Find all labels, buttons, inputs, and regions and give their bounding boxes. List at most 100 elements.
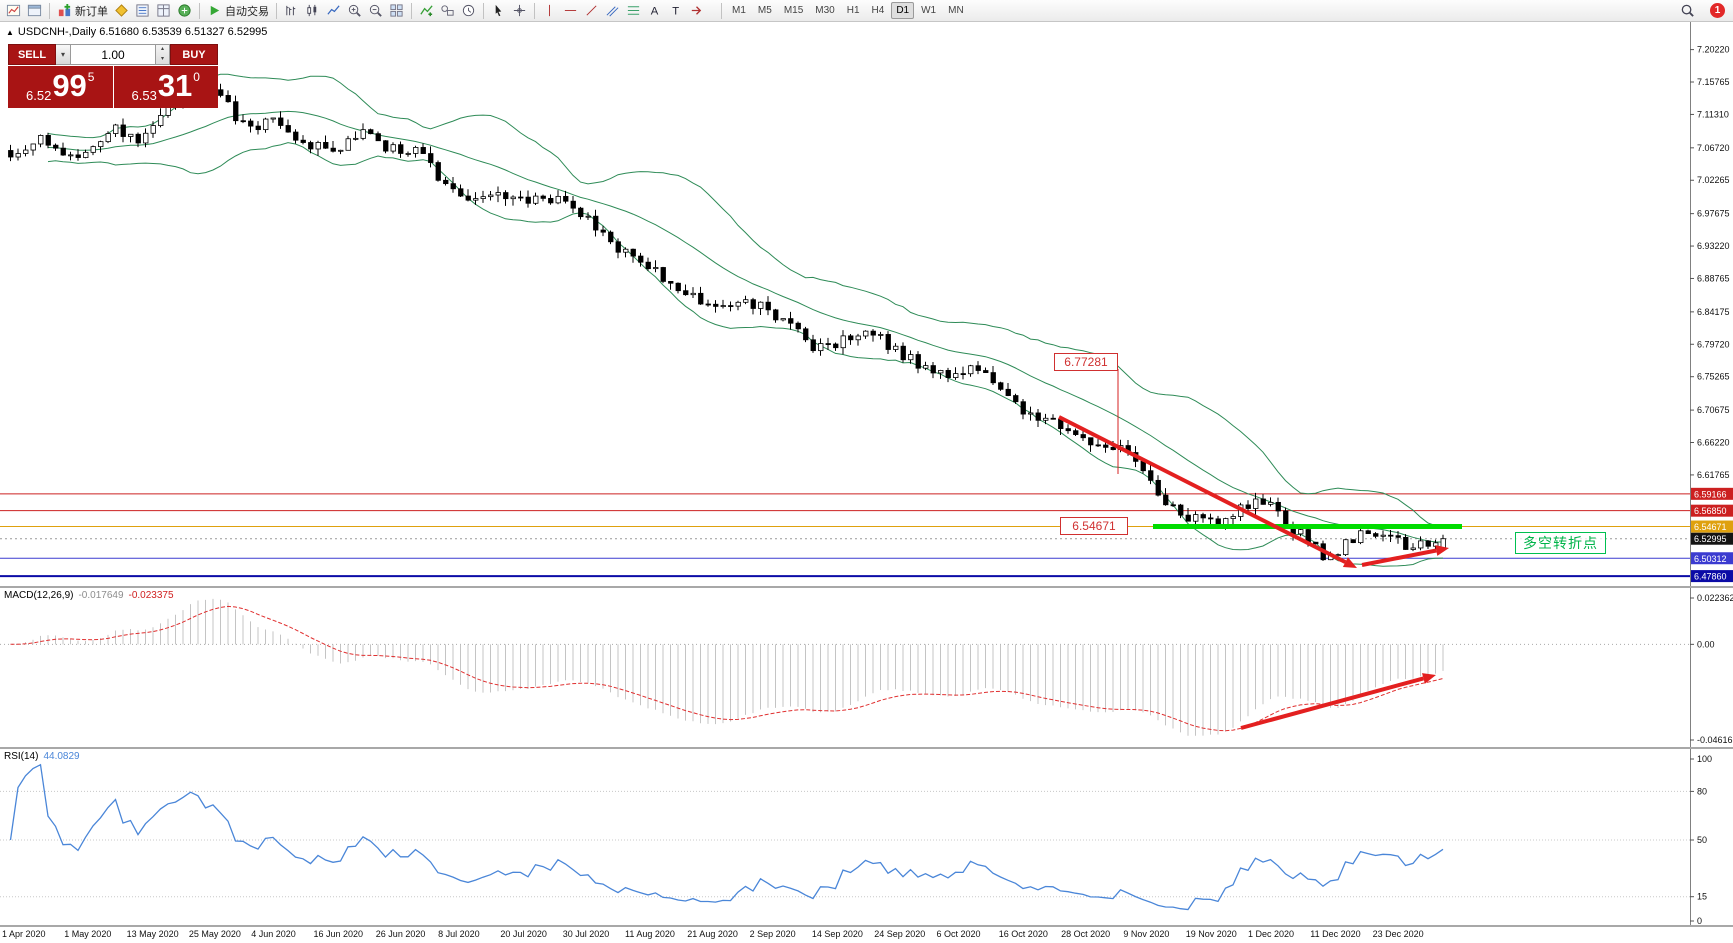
cursor-tool-button[interactable] <box>489 1 508 20</box>
label-tool-button[interactable]: T <box>666 1 685 20</box>
indicators-icon <box>419 3 434 18</box>
vertical-line-tool-button[interactable] <box>540 1 559 20</box>
timeframe-m1[interactable]: M1 <box>732 5 746 16</box>
hline-icon <box>563 3 578 18</box>
volume-decrement-button[interactable]: ▾ <box>160 55 164 62</box>
volume-input[interactable]: 1.00 <box>71 44 156 65</box>
bars-type-icon <box>284 3 299 18</box>
reversal-arrow[interactable] <box>1361 545 1449 567</box>
time-label: 16 Oct 2020 <box>998 929 1048 939</box>
timeframe-m15[interactable]: M15 <box>783 5 804 16</box>
volume-increment-button[interactable]: ▴ <box>160 46 164 52</box>
panel-divider[interactable] <box>0 586 1733 588</box>
sell-button[interactable]: SELL <box>8 44 56 65</box>
indicators-button[interactable] <box>417 1 436 20</box>
zoom-in-button[interactable] <box>345 1 364 20</box>
toolbar: 新订单 自动交易 A T M1 M5 M15 M30 H1 H4 D1 W1 MN 1 <box>0 0 1733 22</box>
chart-profiles-button[interactable] <box>25 1 44 20</box>
panel-divider[interactable] <box>0 747 1733 749</box>
crosshair-tool-button[interactable] <box>510 1 529 20</box>
terminal-button[interactable] <box>175 1 194 20</box>
macd-uptrend-arrow[interactable] <box>1240 673 1436 730</box>
sell-price-pips: 99 <box>52 68 87 103</box>
timeframe-m30[interactable]: M30 <box>815 5 835 16</box>
macd-chart[interactable]: 0.022362 0.00 -0.046165 <box>0 588 1733 747</box>
zoom-out-button[interactable] <box>366 1 385 20</box>
price-chart[interactable]: 7.20220 7.15765 7.11310 7.06720 7.02265 6.976… <box>0 22 1733 586</box>
crosshair-icon <box>512 3 527 18</box>
auto-trading-button[interactable]: 自动交易 <box>205 1 271 20</box>
search-button[interactable] <box>1678 1 1697 20</box>
timeframe-mn[interactable]: MN <box>948 5 964 16</box>
tile-windows-button[interactable] <box>387 1 406 20</box>
rsi-tick-label: 15 <box>1697 892 1707 902</box>
terminal-icon <box>177 3 192 18</box>
toolbar-separator <box>276 2 277 19</box>
turning-point-annotation[interactable]: 多空转折点 <box>1515 532 1606 554</box>
macd-signal-value: -0.023375 <box>128 590 174 601</box>
timeframe-m5[interactable]: M5 <box>757 5 772 16</box>
toolbar-separator <box>534 2 535 19</box>
buy-price-display[interactable]: 6.53 31 0 <box>113 66 218 108</box>
fibonacci-tool-button[interactable] <box>624 1 643 20</box>
line-chart-type-button[interactable] <box>324 1 343 20</box>
buy-price-main: 6.53 <box>131 88 157 103</box>
prior-high-annotation[interactable]: 6.77281 <box>1054 353 1118 371</box>
rsi-tick-label: 100 <box>1697 754 1712 764</box>
mql-market-button[interactable] <box>112 1 131 20</box>
rsi-chart[interactable]: 100 80 50 15 0 <box>0 749 1733 926</box>
time-label: 11 Aug 2020 <box>625 929 675 939</box>
rsi-tick-label: 0 <box>1697 916 1702 925</box>
time-axis[interactable]: 1 Apr 2020 1 May 2020 13 May 2020 25 May 20… <box>0 927 1733 943</box>
price-tick-label: 6.97675 <box>1697 209 1730 219</box>
horizontal-line-tool-button[interactable] <box>561 1 580 20</box>
price-tick-label: 6.84175 <box>1697 307 1730 317</box>
trendline-tool-button[interactable] <box>582 1 601 20</box>
price-axis[interactable]: 7.20220 7.15765 7.11310 7.06720 7.02265 6.976… <box>1690 22 1733 586</box>
rsi-tick-label: 50 <box>1697 835 1707 845</box>
label-icon: T <box>668 3 683 18</box>
sell-price-display[interactable]: 6.52 99 5 <box>8 66 113 108</box>
notification-badge[interactable]: 1 <box>1710 3 1725 18</box>
price-level-label: 6.47860 <box>1694 572 1727 582</box>
candle-chart-type-button[interactable] <box>303 1 322 20</box>
toolbar-separator <box>199 2 200 19</box>
volume-stepper: ▴ ▾ <box>156 44 170 65</box>
price-tick-label: 6.88765 <box>1697 273 1730 283</box>
data-window-button[interactable] <box>154 1 173 20</box>
volume-dropdown[interactable]: ▾ <box>56 44 71 65</box>
panel-divider[interactable] <box>0 925 1733 927</box>
symbol-ohlc-line: ▲ USDCNH-,Daily 6.51680 6.53539 6.51327 6… <box>6 26 267 38</box>
timeframe-w1[interactable]: W1 <box>921 5 937 16</box>
downtrend-arrow[interactable] <box>1058 415 1357 568</box>
new-chart-button[interactable] <box>4 1 23 20</box>
price-tick-label: 6.61765 <box>1697 470 1730 480</box>
arrows-icon <box>689 3 704 18</box>
zoom-out-icon <box>368 3 383 18</box>
timeframe-h1[interactable]: H1 <box>846 5 860 16</box>
chevron-down-icon: ▾ <box>60 50 65 59</box>
rsi-panel: 100 80 50 15 0 <box>0 749 1733 926</box>
market-watch-button[interactable] <box>133 1 152 20</box>
support-price-annotation[interactable]: 6.54671 <box>1060 517 1128 535</box>
timeframe-h4[interactable]: H4 <box>871 5 885 16</box>
price-tick-label: 7.15765 <box>1697 77 1730 87</box>
channel-tool-button[interactable] <box>603 1 622 20</box>
bar-chart-type-button[interactable] <box>282 1 301 20</box>
new-order-button[interactable]: 新订单 <box>55 1 110 20</box>
time-label: 24 Sep 2020 <box>874 929 926 939</box>
text-tool-button[interactable]: A <box>645 1 664 20</box>
period-converter-button[interactable] <box>459 1 478 20</box>
autotrade-icon <box>207 3 222 18</box>
buy-button[interactable]: BUY <box>170 44 218 65</box>
time-label: 26 Jun 2020 <box>375 929 426 939</box>
sell-price-point: 5 <box>87 70 95 84</box>
one-click-trading-panel: SELL ▾ 1.00 ▴ ▾ BUY 6.52 99 5 6.53 31 0 <box>8 44 218 108</box>
arrows-tool-button[interactable] <box>687 1 706 20</box>
price-tick-label: 6.75265 <box>1697 372 1730 382</box>
objects-list-button[interactable] <box>438 1 457 20</box>
svg-text:T: T <box>672 5 679 17</box>
collapse-trade-panel-icon[interactable]: ▲ <box>6 28 14 37</box>
timeframe-d1[interactable]: D1 <box>891 2 915 19</box>
time-label: 1 Apr 2020 <box>2 929 46 939</box>
